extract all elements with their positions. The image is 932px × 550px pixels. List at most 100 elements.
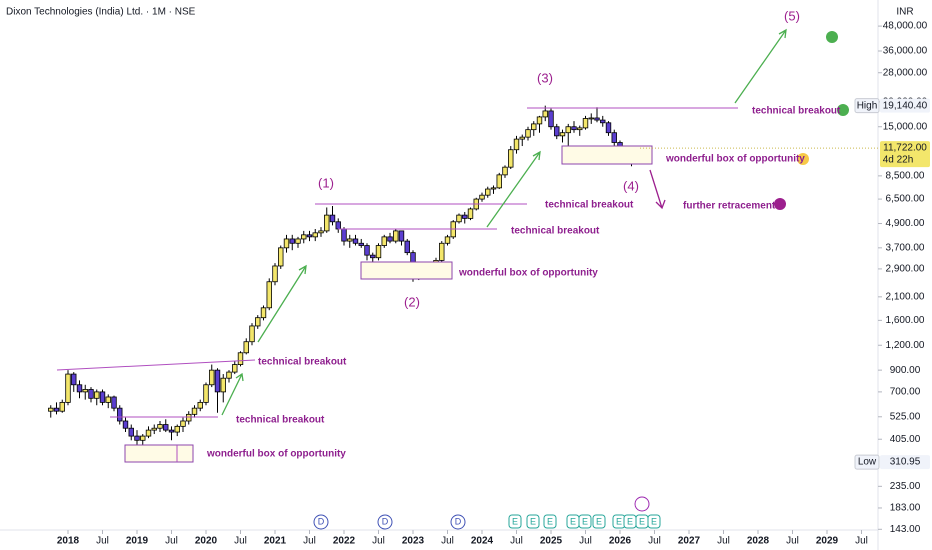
x-tick-label: 2021 [264, 536, 287, 547]
candle-body [260, 307, 267, 319]
event-label: D [455, 516, 462, 526]
x-tick-label: Jul [303, 536, 316, 547]
annotation: technical breakout [236, 415, 325, 426]
currency: INR [896, 7, 913, 18]
candle-body [375, 245, 382, 259]
candle-body [278, 247, 284, 267]
candle-body [191, 407, 198, 415]
x-tick-label: Jul [441, 536, 454, 547]
candle-body [266, 281, 272, 309]
annotation: wonderful box of opportunity [665, 154, 805, 165]
last-price: 11,722.00 [883, 143, 927, 154]
countdown: 4d 22h [883, 155, 914, 166]
event-label: D [318, 516, 325, 526]
arrow [649, 169, 666, 210]
candle-body [186, 413, 192, 422]
y-tick-label: 2,100.00 [886, 291, 925, 302]
candle-body [99, 391, 106, 403]
box [561, 145, 653, 165]
event-marker [647, 514, 661, 529]
event-marker [592, 514, 606, 529]
candle-body [548, 110, 554, 128]
box [360, 261, 453, 280]
candle-body [519, 136, 525, 140]
candle-body [174, 425, 180, 433]
x-tick-label: Jul [717, 536, 730, 547]
y-tick-label: 3,700.00 [886, 242, 925, 253]
x-tick-label: Jul [648, 536, 661, 547]
candle-body [140, 435, 146, 441]
y-tick-label: 1,200.00 [886, 340, 925, 351]
drawings: technical breakout technical breakout te… [56, 8, 849, 512]
candle-body [209, 369, 215, 386]
price-tag: 310.95 [890, 457, 921, 468]
candle-body [341, 228, 347, 242]
candle-body [358, 242, 364, 246]
event-label: E [512, 516, 518, 526]
candle-body [180, 420, 186, 427]
arrow [221, 372, 244, 416]
x-tick-label: Jul [510, 536, 523, 547]
x-tick-label: 2022 [333, 536, 356, 547]
candle-body [364, 245, 370, 256]
candle-body [65, 373, 71, 403]
icon [774, 198, 786, 210]
candle-body [335, 221, 341, 230]
wave-label: (3) [537, 70, 553, 85]
candle-body [105, 396, 111, 403]
x-tick-label: 2019 [126, 536, 149, 547]
y-tick-label: 235.00 [890, 481, 921, 492]
annotation: technical breakout [258, 357, 347, 368]
y-tick-label: 1,600.00 [886, 315, 925, 326]
x-tick-label: Jul [855, 536, 868, 547]
x-tick-label: Jul [165, 536, 178, 547]
event-label: E [596, 516, 602, 526]
x-tick-label: 2025 [540, 536, 563, 547]
event-label: E [570, 516, 576, 526]
x-tick-label: 2023 [402, 536, 425, 547]
candle-body [272, 265, 278, 283]
annotation: wonderful box of opportunity [206, 449, 346, 460]
y-tick-label: 143.00 [890, 524, 921, 535]
candle-body [295, 238, 301, 244]
candle-body [197, 401, 203, 409]
candle-body [600, 119, 606, 124]
candle-body [163, 424, 169, 431]
x-tick-label: 2027 [678, 536, 701, 547]
x-tick-label: 2020 [195, 536, 218, 547]
candle-body [605, 122, 612, 134]
y-tick-label: 36,000.00 [883, 46, 928, 57]
y-tick-label: 15,000.00 [883, 121, 928, 132]
y-tick-label: 4,900.00 [886, 218, 925, 229]
candle-body [145, 429, 152, 437]
candle-body [94, 391, 100, 399]
candle-body [82, 389, 88, 393]
y-tick-label: 28,000.00 [883, 67, 928, 78]
annotation: technical breakout [752, 106, 841, 117]
box [124, 444, 194, 463]
wave-label: (1) [318, 175, 334, 190]
price-tag-bg [880, 455, 930, 470]
candle-body [283, 238, 290, 249]
x-tick-label: Jul [234, 536, 247, 547]
event-marker [543, 514, 557, 529]
event-label: E [651, 516, 657, 526]
candle-body [301, 234, 307, 240]
x-tick-label: Jul [96, 536, 109, 547]
candle-body [582, 118, 589, 129]
wave-label: (4) [623, 178, 639, 193]
candle-body [462, 214, 468, 219]
candle-body [554, 126, 560, 137]
candle-body [157, 424, 163, 429]
candle-body [479, 194, 485, 200]
icon [826, 31, 838, 43]
event-label: E [627, 516, 633, 526]
candle-body [88, 389, 94, 399]
x-tick-label: Jul [579, 536, 592, 547]
y-tick-label: 8,500.00 [886, 171, 925, 182]
x-tick-label: 2028 [747, 536, 770, 547]
event-label: E [616, 516, 622, 526]
candle-body [456, 214, 462, 223]
candle-body [312, 232, 318, 238]
